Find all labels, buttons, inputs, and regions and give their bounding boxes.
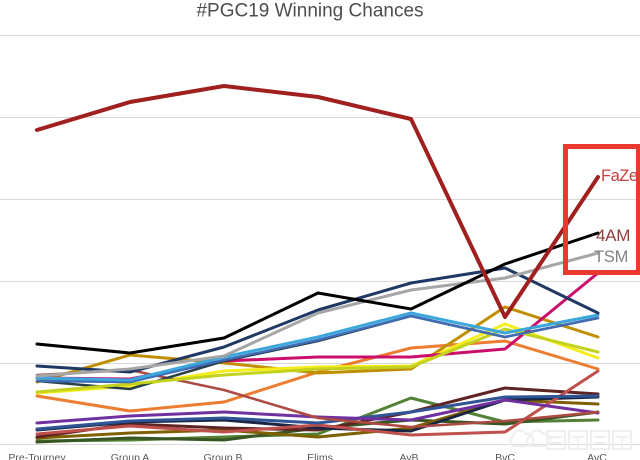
svg-text:4AM: 4AM bbox=[596, 226, 630, 245]
svg-text:FaZe: FaZe bbox=[601, 167, 638, 185]
svg-text:AvB: AvB bbox=[399, 452, 418, 460]
svg-text:TSM: TSM bbox=[594, 248, 628, 266]
svg-text:AvC: AvC bbox=[587, 452, 607, 460]
svg-text:Group B: Group B bbox=[203, 452, 242, 460]
svg-text:Group A: Group A bbox=[111, 452, 150, 460]
svg-text:BvC: BvC bbox=[495, 452, 515, 460]
svg-text:Elims: Elims bbox=[307, 452, 333, 460]
svg-text:Pre-Tourney: Pre-Tourney bbox=[8, 452, 66, 460]
svg-text:#PGC19 Winning Chances: #PGC19 Winning Chances bbox=[196, 1, 423, 22]
